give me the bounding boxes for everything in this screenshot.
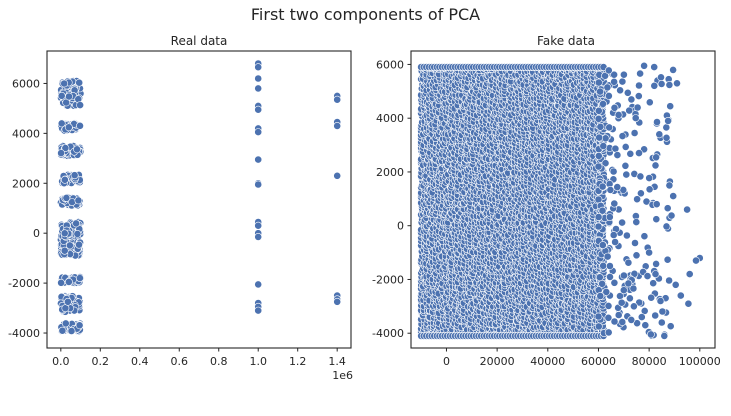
real-data-point	[333, 297, 342, 306]
real-data-frame	[46, 50, 352, 349]
real-data-point	[57, 278, 65, 287]
fake-data-points	[417, 61, 704, 340]
real-data-y-tick-label: 2000	[12, 177, 40, 190]
real-data-y-tick-label: -4000	[8, 327, 40, 340]
real-data-point	[254, 84, 263, 93]
real-data-point	[75, 321, 84, 330]
real-data-x-tick-label: 0.2	[92, 355, 110, 368]
real-data-point	[65, 277, 73, 286]
real-data-x-tick-label: 0.6	[171, 355, 189, 368]
real-data-points	[57, 59, 342, 336]
real-data-point	[66, 241, 74, 250]
real-data-y-tick-label: 0	[33, 227, 40, 240]
real-data-point	[61, 175, 69, 184]
real-data-point	[254, 232, 263, 241]
real-data-point	[73, 145, 81, 154]
real-data-x-tick-label: 1.0	[249, 355, 267, 368]
real-data-x-tick-label: 1.4	[328, 355, 346, 368]
real-data-point	[74, 196, 83, 205]
real-data-point	[61, 319, 70, 328]
real-data-point	[62, 193, 71, 202]
real-data-point	[60, 229, 69, 238]
real-data-point	[60, 79, 69, 88]
real-data-point	[64, 297, 72, 306]
real-data-point	[64, 123, 73, 132]
real-data-x-offset-label: 1e6	[332, 369, 353, 382]
real-data-point	[254, 74, 263, 83]
real-data-point	[65, 92, 73, 101]
real-data-point	[254, 155, 263, 164]
real-data-point	[67, 327, 76, 335]
real-data-point	[254, 128, 263, 136]
real-data-point	[254, 306, 263, 315]
real-data-point	[254, 105, 263, 114]
real-data-point	[57, 149, 65, 157]
real-data-point	[70, 171, 79, 180]
real-data-ticks: 0.0 0.2 0.4 0.6 0.8 1.0 1.2 1.4 -4000 -2000 0 2000 4…	[8, 77, 346, 368]
real-data-x-tick-label: 0.4	[131, 355, 149, 368]
real-data-point	[57, 119, 66, 128]
real-data-point	[76, 274, 84, 282]
real-data-point	[61, 144, 70, 152]
figure-title: First two components of PCA	[251, 5, 480, 24]
real-data-y-tick-label: 4000	[12, 127, 40, 140]
real-data-title: Real data	[171, 34, 228, 48]
real-data-x-tick-label: 0.8	[210, 355, 228, 368]
real-data-point	[76, 121, 84, 130]
fake-data-title: Fake data	[537, 34, 595, 48]
real-data-point	[333, 122, 342, 130]
real-data-point	[75, 240, 83, 249]
real-data-point	[254, 221, 263, 230]
real-data-point	[72, 219, 80, 228]
real-data-point	[254, 180, 263, 189]
real-data-point	[76, 101, 84, 109]
real-data-point	[73, 229, 82, 238]
real-data-point	[57, 91, 66, 100]
real-data-point	[333, 95, 342, 104]
real-data-x-tick-label: 1.2	[289, 355, 307, 368]
real-data-y-tick-label: -2000	[8, 277, 40, 290]
real-data-y-tick-label: 6000	[12, 77, 40, 90]
real-data-point	[333, 171, 342, 180]
real-data-point	[58, 326, 67, 335]
fake-data-panel: Fake data 0 20000 40000 60000 80000 100000-40…	[372, 34, 721, 368]
real-data-point	[254, 280, 263, 289]
real-data-point	[60, 246, 69, 255]
real-data-x-tick-label: 0.0	[52, 355, 70, 368]
real-data-panel: Real data 0.0 0.2 0.4 0.6 0.8 1.0 1.2 1.4 -4000 -…	[8, 34, 353, 382]
real-data-point	[254, 63, 263, 72]
real-data-point	[75, 78, 84, 87]
